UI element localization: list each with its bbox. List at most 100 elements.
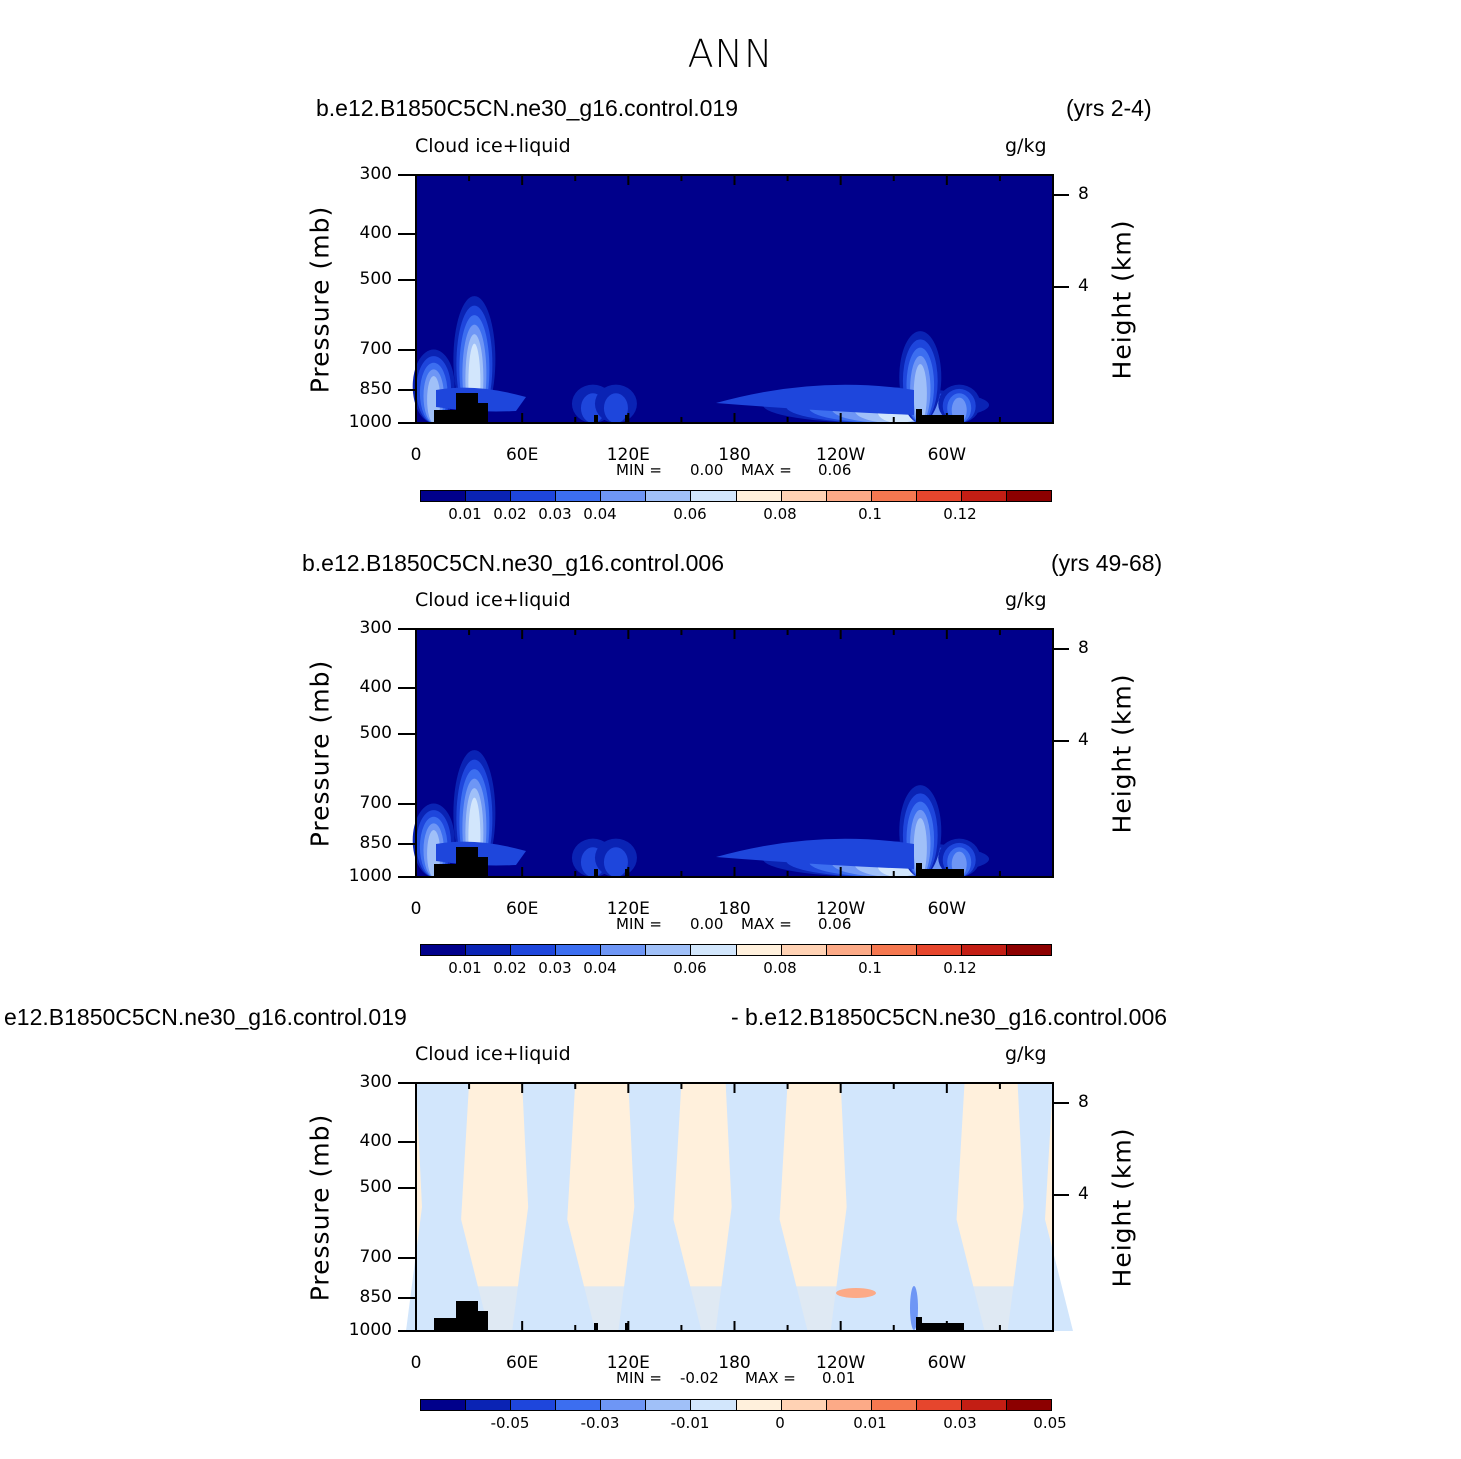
colorbar-cell	[601, 945, 647, 955]
y2-axis-title: Height (km)	[1107, 219, 1137, 380]
contour-level	[836, 1288, 876, 1298]
colorbar-label: -0.01	[670, 1414, 710, 1432]
y-tick-label: 700	[359, 1246, 392, 1267]
topography	[625, 869, 629, 877]
colorbar-label: 0.03	[538, 505, 572, 523]
y-tick-mark	[398, 279, 416, 282]
topography	[434, 1318, 456, 1331]
colorbar-cell	[556, 1400, 602, 1410]
topography	[434, 410, 456, 423]
x-tick-label: 180	[718, 899, 751, 919]
colorbar-cell	[466, 945, 512, 955]
contour-level	[603, 847, 628, 877]
x-tick-label: 120W	[816, 1353, 866, 1373]
contour-level	[1007, 1083, 1073, 1331]
y-tick-label: 300	[359, 618, 392, 638]
colorbar	[420, 490, 1052, 502]
colorbar-label: 0.1	[858, 505, 882, 523]
topography	[456, 1301, 478, 1331]
x-tick-label: 60E	[505, 445, 539, 465]
units-label: g/kg	[1005, 1043, 1047, 1065]
colorbar-cell	[691, 491, 737, 501]
y-tick-label: 500	[359, 1177, 392, 1198]
colorbar-cell	[421, 491, 467, 501]
x-tick-label: 60W	[927, 445, 967, 465]
colorbar-cell	[736, 945, 782, 955]
contour-level	[913, 818, 927, 877]
contour-level	[715, 1083, 808, 1331]
y-tick-mark	[398, 422, 416, 424]
y-tick-mark	[398, 802, 416, 805]
y-tick-mark	[398, 842, 416, 845]
x-tick-label: 0	[410, 899, 422, 919]
colorbar-label: 0	[775, 1414, 785, 1432]
colorbar-cell	[871, 945, 917, 955]
colorbar-cell	[646, 1400, 692, 1410]
max-label: MAX =	[741, 461, 792, 479]
colorbar-cell	[916, 1400, 962, 1410]
colorbar-label: -0.03	[580, 1414, 620, 1432]
topography	[625, 415, 629, 423]
colorbar-label: 0.03	[538, 959, 572, 977]
y2-tick-label: 4	[1078, 276, 1089, 296]
x-tick-label: 0	[410, 1353, 422, 1373]
case-name-right: (yrs 49-68)	[1051, 550, 1163, 576]
units-label: g/kg	[1005, 135, 1047, 157]
max-value: 0.01	[822, 1369, 856, 1387]
variable-label: Cloud ice+liquid	[415, 1043, 571, 1065]
y2-axis-title: Height (km)	[1107, 673, 1137, 834]
colorbar-cell	[511, 491, 557, 501]
y2-tick-label: 8	[1078, 184, 1089, 204]
y-tick-label: 850	[359, 378, 392, 399]
colorbar-label: 0.01	[448, 959, 482, 977]
y2-tick-mark	[1053, 194, 1069, 196]
y-tick-mark	[398, 1256, 416, 1259]
x-tick-label: 180	[718, 1353, 751, 1373]
x-tick-label: 120W	[816, 899, 866, 919]
colorbar-cell	[1007, 491, 1052, 501]
variable-label: Cloud ice+liquid	[415, 135, 571, 157]
colorbar-cell	[871, 1400, 917, 1410]
colorbar-cell	[646, 491, 692, 501]
colorbar-label: 0.04	[583, 959, 617, 977]
case-name-right: - b.e12.B1850C5CN.ne30_g16.control.006	[731, 1004, 1168, 1030]
case-name-right: (yrs 2-4)	[1066, 95, 1152, 121]
contour-tongue	[716, 384, 914, 415]
y2-tick-mark	[1053, 740, 1069, 742]
y-tick-mark	[398, 1187, 416, 1190]
plot-area	[406, 1082, 1073, 1332]
max-value: 0.06	[818, 915, 852, 933]
colorbar	[420, 1399, 1052, 1411]
y-tick-mark	[398, 687, 416, 690]
colorbar-cell	[466, 1400, 512, 1410]
x-tick-label: 120W	[816, 445, 866, 465]
y-tick-label: 700	[359, 338, 392, 359]
case-name-left: e12.B1850C5CN.ne30_g16.control.019	[4, 1004, 407, 1030]
colorbar-label: 0.03	[943, 1414, 977, 1432]
colorbar-cell	[601, 491, 647, 501]
plot-area	[412, 174, 1054, 424]
x-tick-label: 60W	[927, 899, 967, 919]
colorbar-cell	[826, 945, 872, 955]
y-tick-label: 400	[359, 677, 392, 698]
plot-area	[412, 628, 1054, 878]
colorbar-cell	[421, 945, 467, 955]
topography	[916, 409, 922, 423]
colorbar-label: 0.01	[853, 1414, 887, 1432]
colorbar-cell	[1007, 1400, 1052, 1410]
y2-tick-mark	[1053, 1194, 1069, 1196]
colorbar-cell	[556, 945, 602, 955]
topography	[594, 869, 598, 877]
min-label: MIN =	[616, 1369, 662, 1387]
colorbar-cell	[601, 1400, 647, 1410]
colorbar-label: 0.01	[448, 505, 482, 523]
variable-label: Cloud ice+liquid	[415, 589, 571, 611]
y-tick-label: 1000	[348, 866, 392, 886]
colorbar-label: 0.02	[493, 505, 527, 523]
colorbar-cell	[736, 1400, 782, 1410]
contour-level	[406, 1083, 490, 1331]
y-tick-label: 1000	[348, 412, 392, 432]
y2-tick-label: 4	[1078, 1184, 1089, 1204]
y-tick-mark	[398, 1330, 416, 1332]
y-axis-title: Pressure (mb)	[305, 1113, 335, 1302]
